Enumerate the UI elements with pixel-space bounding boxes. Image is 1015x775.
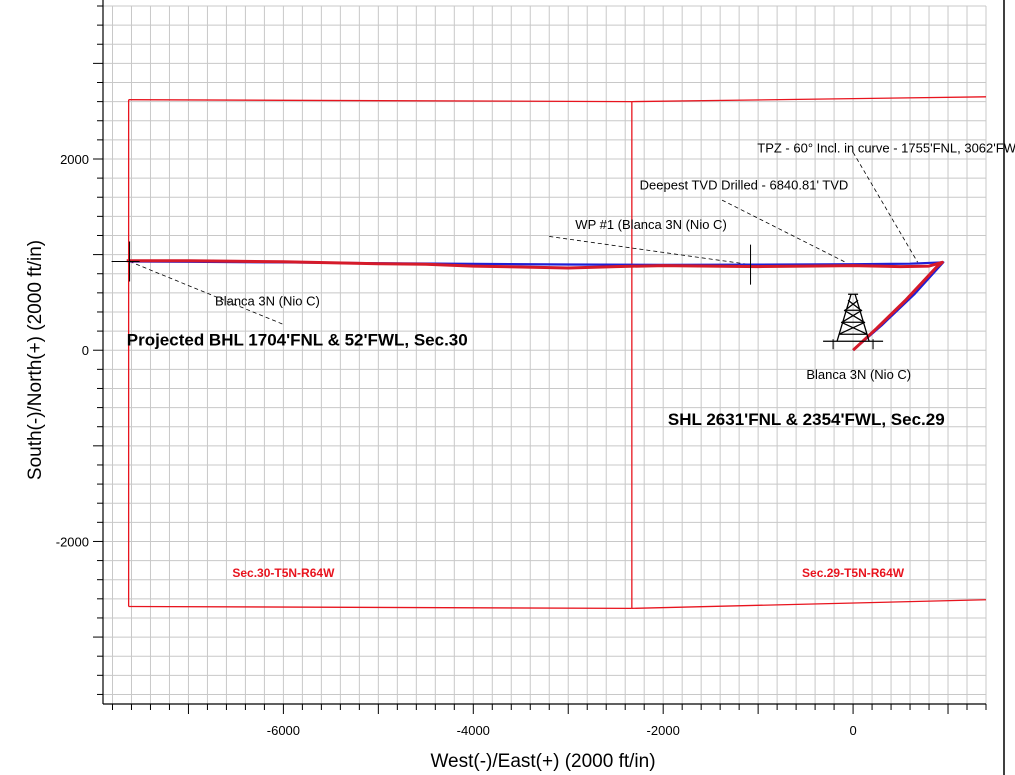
annotation-tpz: TPZ - 60° Incl. in curve - 1755'FNL, 306… bbox=[757, 140, 1015, 155]
annotation-blanca-shl: Blanca 3N (Nio C) bbox=[806, 367, 911, 382]
annotation-deepest: Deepest TVD Drilled - 6840.81' TVD bbox=[640, 178, 849, 193]
leader-line-deepest bbox=[721, 199, 846, 263]
annotation-shl: SHL 2631'FNL & 2354'FWL, Sec.29 bbox=[668, 410, 945, 429]
y-tick-label: 0 bbox=[82, 343, 89, 358]
section-label: Sec.30-T5N-R64W bbox=[232, 566, 335, 580]
annotation-projected-bhl: Projected BHL 1704'FNL & 52'FWL, Sec.30 bbox=[127, 330, 468, 349]
rig-icon bbox=[823, 293, 884, 350]
section-label: Sec.29-T5N-R64W bbox=[802, 566, 905, 580]
series-line-actual bbox=[126, 259, 944, 352]
leader-line-wp1 bbox=[549, 236, 751, 266]
x-tick-label: -2000 bbox=[647, 723, 680, 738]
annotation-labels: Sec.30-T5N-R64W Sec.29-T5N-R64W TPZ - 60° … bbox=[127, 140, 1015, 580]
path-markers bbox=[111, 241, 752, 285]
y-axis-title: South(-)/North(+) (2000 ft/in) bbox=[25, 240, 46, 480]
section-boundary-line bbox=[631, 599, 987, 610]
rig-derrick-icon bbox=[836, 293, 870, 342]
leader-line-tpz bbox=[852, 152, 918, 263]
section-boundary-line bbox=[128, 605, 632, 610]
x-tick-label: 0 bbox=[849, 723, 856, 738]
x-axis-title: West(-)/East(+) (2000 ft/in) bbox=[430, 751, 655, 772]
section-boundary-line bbox=[128, 99, 632, 103]
axes: -6000 -4000 -2000 0 2000 0 -2000 bbox=[56, 0, 987, 738]
annotation-leader-lines bbox=[129, 152, 918, 325]
x-tick-label: -4000 bbox=[457, 723, 490, 738]
y-tick-label: 2000 bbox=[60, 152, 89, 167]
x-tick-label: -6000 bbox=[267, 723, 300, 738]
section-lines bbox=[127, 96, 987, 610]
annotation-blanca-bhl: Blanca 3N (Nio C) bbox=[215, 293, 320, 308]
well-path-series bbox=[126, 259, 945, 352]
y-tick-label: -2000 bbox=[56, 534, 89, 549]
annotation-wp1: WP #1 (Blanca 3N (Nio C) bbox=[575, 217, 726, 232]
grid bbox=[103, 5, 987, 704]
section-boundary-line bbox=[631, 96, 987, 103]
